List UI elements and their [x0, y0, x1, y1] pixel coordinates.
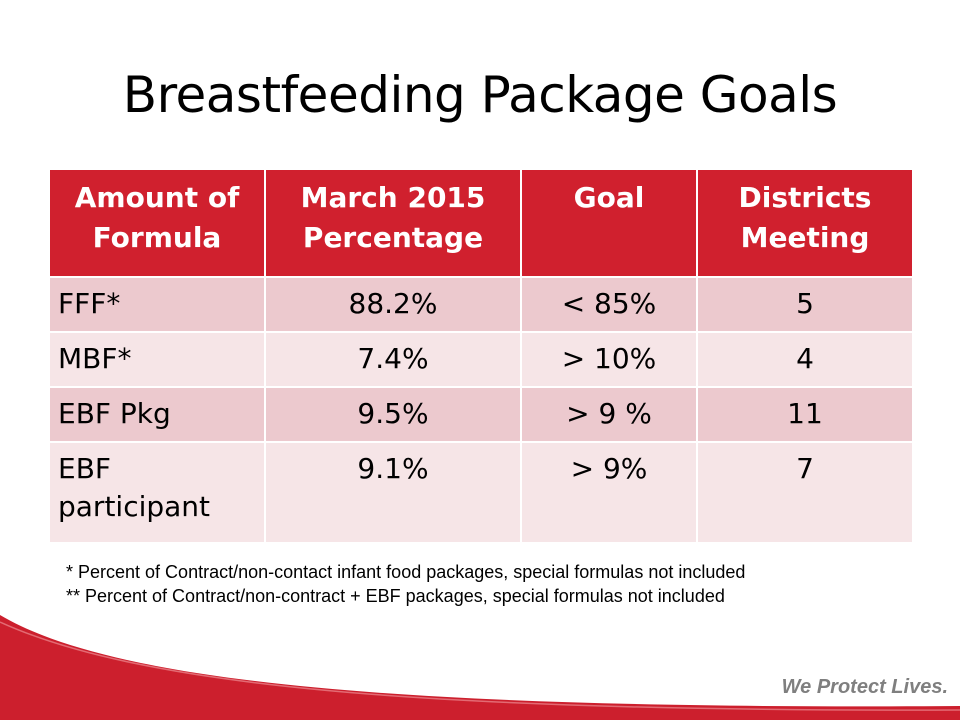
row-label: EBF participant	[48, 441, 266, 544]
districts-cell: 4	[696, 331, 914, 388]
tagline: We Protect Lives.	[781, 676, 948, 698]
table-header-row: Amount of Formula March 2015 Percentage …	[48, 168, 914, 278]
goal-cell: > 9 %	[520, 386, 698, 443]
header-line: Formula	[92, 221, 222, 254]
header-line: Districts	[738, 181, 872, 214]
goal-cell: < 85%	[520, 276, 698, 333]
percentage-cell: 88.2%	[264, 276, 522, 333]
slide-title: Breastfeeding Package Goals	[122, 66, 838, 124]
row-label: FFF*	[48, 276, 266, 333]
table-row: FFF* 88.2% < 85% 5	[48, 276, 914, 333]
row-label-line: participant	[58, 490, 211, 523]
footnote: ** Percent of Contract/non-contract + EB…	[66, 586, 725, 606]
footnote: * Percent of Contract/non-contact infant…	[66, 562, 746, 582]
districts-cell: 7	[696, 441, 914, 544]
table-row: EBF participant 9.1% > 9% 7	[48, 441, 914, 544]
red-swoosh-decoration	[0, 615, 960, 720]
percentage-cell: 7.4%	[264, 331, 522, 388]
districts-cell: 5	[696, 276, 914, 333]
table-row: EBF Pkg 9.5% > 9 % 11	[48, 386, 914, 443]
header-line: Goal	[573, 181, 645, 214]
header-line: Meeting	[740, 221, 870, 254]
header-line: Percentage	[302, 221, 484, 254]
row-label-line: EBF	[58, 452, 112, 485]
row-label: EBF Pkg	[48, 386, 266, 443]
header-line: March 2015	[300, 181, 486, 214]
percentage-cell: 9.1%	[264, 441, 522, 544]
percentage-cell: 9.5%	[264, 386, 522, 443]
header-march-2015-percentage: March 2015 Percentage	[264, 168, 522, 278]
districts-cell: 11	[696, 386, 914, 443]
header-districts-meeting: Districts Meeting	[696, 168, 914, 278]
header-goal: Goal	[520, 168, 698, 278]
row-label: MBF*	[48, 331, 266, 388]
goals-table: Amount of Formula March 2015 Percentage …	[48, 168, 914, 544]
table-row: MBF* 7.4% > 10% 4	[48, 331, 914, 388]
swoosh-shape	[0, 615, 960, 720]
header-line: Amount of	[74, 181, 240, 214]
header-amount-of-formula: Amount of Formula	[48, 168, 266, 278]
goal-cell: > 9%	[520, 441, 698, 544]
footnotes: * Percent of Contract/non-contact infant…	[66, 560, 906, 608]
goal-cell: > 10%	[520, 331, 698, 388]
swoosh-highlight	[0, 621, 960, 711]
